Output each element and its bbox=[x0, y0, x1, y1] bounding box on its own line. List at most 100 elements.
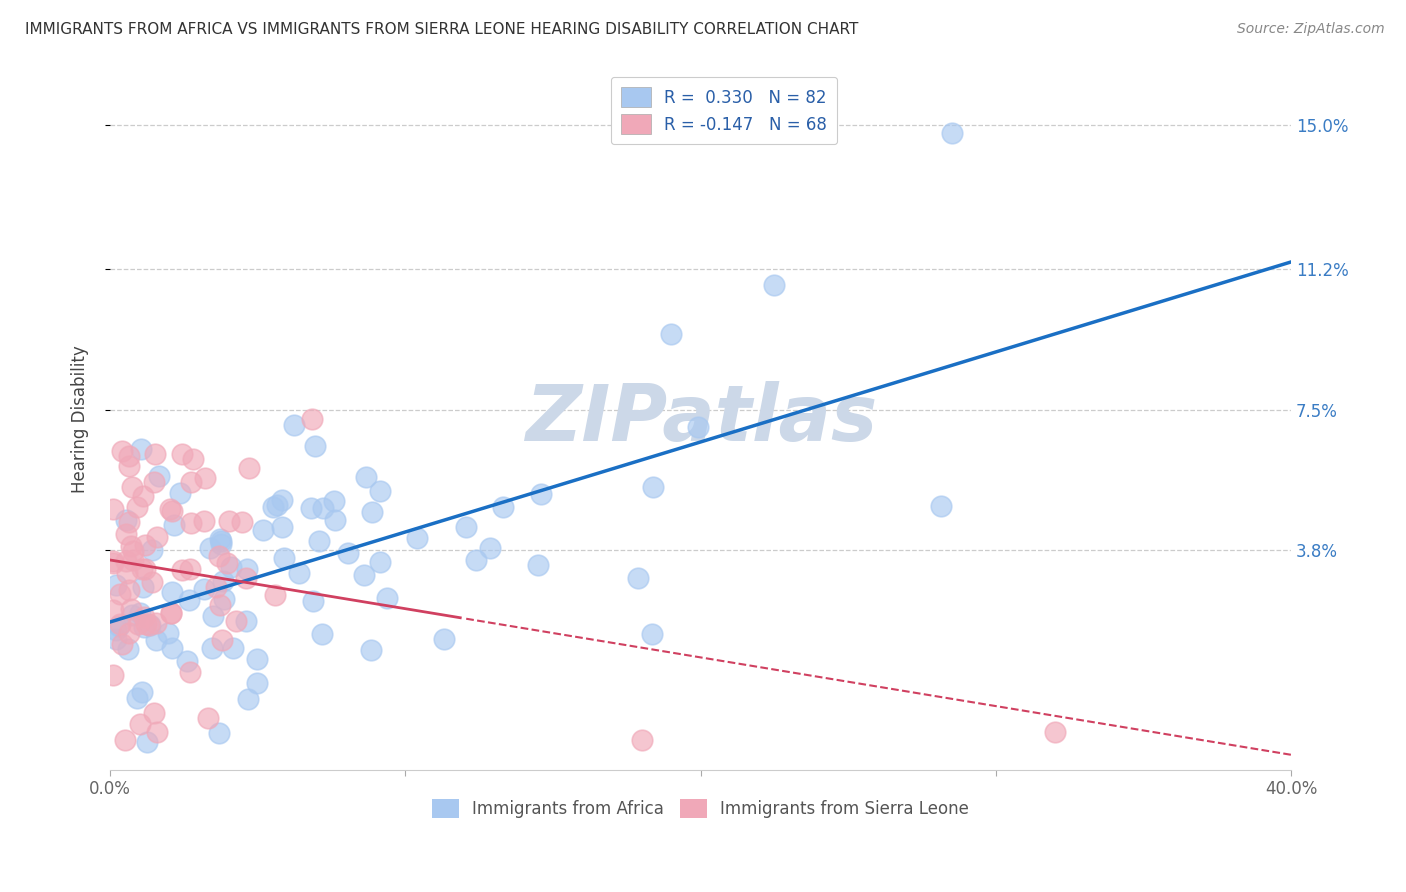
Point bbox=[132, 580, 155, 594]
Point bbox=[235, 562, 257, 576]
Point bbox=[323, 513, 346, 527]
Point bbox=[134, 609, 156, 624]
Point bbox=[111, 444, 134, 458]
Point bbox=[205, 580, 228, 594]
Point bbox=[238, 692, 260, 706]
Point bbox=[129, 442, 152, 456]
Text: ZIPatlas: ZIPatlas bbox=[524, 381, 877, 458]
Point bbox=[322, 494, 344, 508]
Point bbox=[246, 675, 269, 690]
Point bbox=[375, 591, 398, 605]
Point bbox=[115, 566, 138, 581]
Point bbox=[212, 592, 235, 607]
Point bbox=[115, 513, 138, 527]
Point bbox=[135, 616, 157, 631]
Point bbox=[128, 717, 150, 731]
Point bbox=[215, 556, 238, 570]
Point bbox=[104, 578, 127, 592]
Point bbox=[198, 541, 221, 556]
Point bbox=[311, 500, 333, 515]
Point bbox=[117, 582, 139, 597]
Point bbox=[221, 560, 243, 574]
Point bbox=[108, 587, 131, 601]
Point bbox=[107, 618, 129, 632]
Point bbox=[360, 642, 382, 657]
Point bbox=[433, 632, 456, 647]
Point bbox=[201, 640, 224, 655]
Point bbox=[122, 543, 145, 558]
Point bbox=[273, 551, 295, 566]
Point bbox=[179, 665, 201, 679]
Point bbox=[194, 470, 217, 484]
Point bbox=[132, 619, 155, 633]
Point bbox=[211, 632, 233, 647]
Point bbox=[111, 637, 134, 651]
Point bbox=[121, 553, 143, 567]
Point bbox=[479, 541, 502, 556]
Point bbox=[336, 546, 359, 560]
Point bbox=[141, 574, 163, 589]
Point bbox=[114, 732, 136, 747]
Point bbox=[128, 606, 150, 620]
Point bbox=[262, 500, 284, 514]
Point bbox=[160, 641, 183, 656]
Point bbox=[304, 439, 326, 453]
Point bbox=[1043, 725, 1066, 739]
Point bbox=[146, 530, 169, 544]
Point bbox=[283, 417, 305, 432]
Point bbox=[302, 594, 325, 608]
Point bbox=[163, 517, 186, 532]
Point bbox=[131, 562, 153, 576]
Point bbox=[118, 626, 141, 640]
Point bbox=[263, 588, 285, 602]
Point bbox=[125, 691, 148, 706]
Point bbox=[218, 514, 240, 528]
Point bbox=[659, 326, 682, 341]
Point bbox=[360, 505, 382, 519]
Point bbox=[125, 500, 148, 515]
Point bbox=[172, 563, 194, 577]
Point bbox=[456, 520, 478, 534]
Point bbox=[177, 593, 200, 607]
Point bbox=[368, 555, 391, 569]
Point bbox=[225, 614, 247, 628]
Point bbox=[266, 498, 288, 512]
Point bbox=[104, 632, 127, 646]
Point bbox=[208, 549, 231, 563]
Legend: Immigrants from Africa, Immigrants from Sierra Leone: Immigrants from Africa, Immigrants from … bbox=[425, 793, 976, 825]
Point bbox=[160, 606, 183, 620]
Point bbox=[169, 486, 191, 500]
Point bbox=[311, 626, 333, 640]
Point bbox=[145, 616, 167, 631]
Point bbox=[301, 412, 323, 426]
Point bbox=[197, 711, 219, 725]
Point bbox=[941, 126, 963, 140]
Point bbox=[179, 562, 201, 576]
Point bbox=[763, 277, 786, 292]
Point bbox=[222, 640, 245, 655]
Point bbox=[104, 623, 127, 637]
Point bbox=[108, 616, 131, 631]
Point bbox=[101, 667, 124, 681]
Point bbox=[353, 567, 375, 582]
Point bbox=[492, 500, 515, 515]
Point bbox=[120, 601, 142, 615]
Point bbox=[526, 558, 548, 573]
Point bbox=[138, 618, 160, 632]
Point bbox=[405, 531, 427, 545]
Point bbox=[209, 598, 232, 612]
Point bbox=[145, 633, 167, 648]
Point bbox=[117, 642, 139, 657]
Point bbox=[131, 685, 153, 699]
Point bbox=[288, 566, 311, 581]
Point bbox=[252, 523, 274, 537]
Point bbox=[127, 617, 149, 632]
Text: IMMIGRANTS FROM AFRICA VS IMMIGRANTS FROM SIERRA LEONE HEARING DISABILITY CORREL: IMMIGRANTS FROM AFRICA VS IMMIGRANTS FRO… bbox=[25, 22, 859, 37]
Point bbox=[118, 515, 141, 529]
Point bbox=[235, 571, 257, 585]
Point bbox=[141, 543, 163, 558]
Point bbox=[931, 499, 953, 513]
Point bbox=[271, 519, 294, 533]
Y-axis label: Hearing Disability: Hearing Disability bbox=[72, 345, 89, 493]
Point bbox=[231, 516, 253, 530]
